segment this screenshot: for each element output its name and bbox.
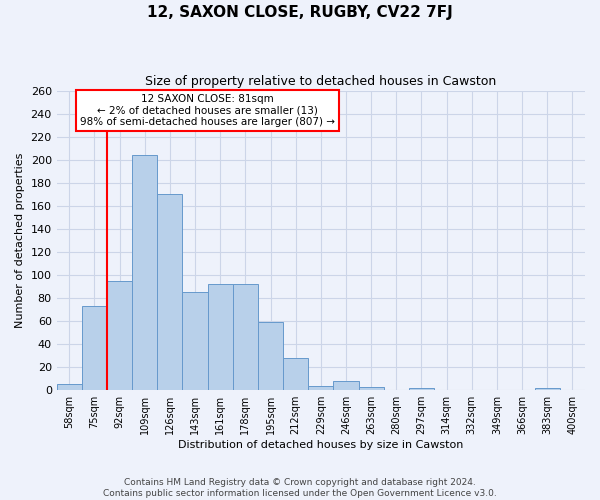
Y-axis label: Number of detached properties: Number of detached properties (15, 152, 25, 328)
Bar (359, 387, 384, 390)
Bar (409, 388, 434, 390)
Bar (258, 322, 283, 390)
Bar (107, 280, 132, 390)
Bar (535, 388, 560, 390)
X-axis label: Distribution of detached houses by size in Cawston: Distribution of detached houses by size … (178, 440, 464, 450)
Bar (334, 381, 359, 390)
Bar (132, 155, 157, 390)
Bar (182, 292, 208, 390)
Bar (283, 358, 308, 390)
Text: Contains HM Land Registry data © Crown copyright and database right 2024.
Contai: Contains HM Land Registry data © Crown c… (103, 478, 497, 498)
Bar (157, 194, 182, 390)
Title: Size of property relative to detached houses in Cawston: Size of property relative to detached ho… (145, 75, 496, 88)
Text: 12 SAXON CLOSE: 81sqm
← 2% of detached houses are smaller (13)
98% of semi-detac: 12 SAXON CLOSE: 81sqm ← 2% of detached h… (80, 94, 335, 127)
Bar (208, 284, 233, 390)
Bar (82, 306, 107, 390)
Bar (56, 384, 82, 390)
Text: 12, SAXON CLOSE, RUGBY, CV22 7FJ: 12, SAXON CLOSE, RUGBY, CV22 7FJ (147, 5, 453, 20)
Bar (233, 284, 258, 390)
Bar (308, 386, 334, 390)
